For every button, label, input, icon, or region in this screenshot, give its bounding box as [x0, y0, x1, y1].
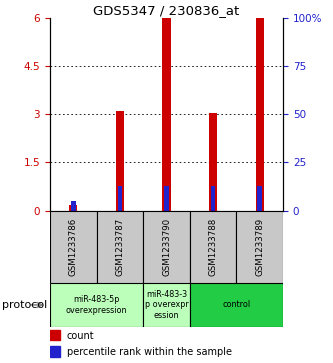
Bar — [164, 185, 169, 211]
Bar — [118, 185, 122, 211]
Title: GDS5347 / 230836_at: GDS5347 / 230836_at — [93, 4, 240, 17]
Bar — [190, 283, 283, 327]
Text: count: count — [67, 331, 94, 340]
Bar — [50, 330, 60, 340]
Text: GSM1233789: GSM1233789 — [255, 218, 264, 276]
Text: GSM1233790: GSM1233790 — [162, 218, 171, 276]
Text: GSM1233787: GSM1233787 — [115, 218, 125, 276]
Bar — [236, 211, 283, 283]
Bar — [116, 111, 124, 211]
Bar — [209, 113, 217, 211]
Bar — [255, 18, 264, 211]
Bar — [211, 185, 215, 211]
Text: protocol: protocol — [2, 300, 47, 310]
Text: percentile rank within the sample: percentile rank within the sample — [67, 347, 232, 357]
Text: GSM1233788: GSM1233788 — [208, 218, 218, 276]
Bar — [50, 346, 60, 357]
Text: miR-483-3
p overexpr
ession: miR-483-3 p overexpr ession — [145, 290, 188, 320]
Bar — [69, 205, 78, 211]
Bar — [257, 185, 262, 211]
Bar — [190, 211, 236, 283]
Text: GSM1233786: GSM1233786 — [69, 218, 78, 276]
Text: control: control — [222, 301, 250, 309]
Bar — [71, 201, 76, 211]
Bar — [50, 283, 143, 327]
Bar — [143, 211, 190, 283]
Bar — [162, 18, 171, 211]
Bar — [97, 211, 143, 283]
Bar — [50, 211, 97, 283]
Bar — [143, 283, 190, 327]
Text: miR-483-5p
overexpression: miR-483-5p overexpression — [66, 295, 127, 315]
